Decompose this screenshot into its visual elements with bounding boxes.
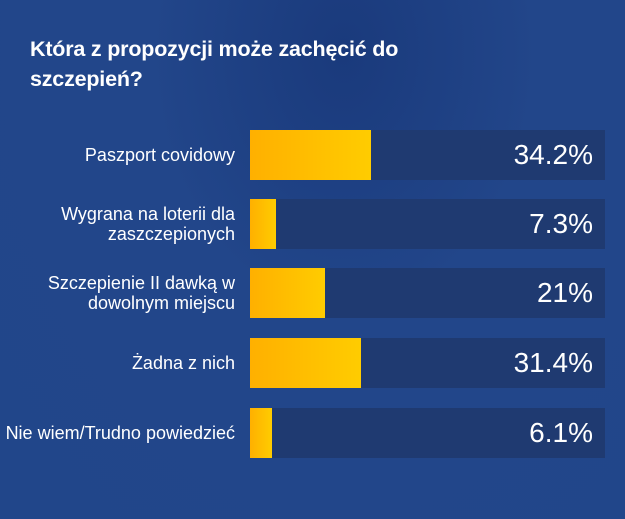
bar bbox=[250, 268, 325, 318]
value-label: 34.2% bbox=[513, 139, 593, 170]
bar-track: 6.1% bbox=[250, 408, 605, 458]
bar bbox=[250, 408, 272, 458]
value-label: 21% bbox=[536, 277, 593, 308]
bar-track: 34.2% bbox=[250, 130, 605, 180]
category-label: Paszport covidowy bbox=[84, 145, 235, 165]
bar-track: 21% bbox=[250, 268, 605, 318]
bar-row: Paszport covidowy 34.2% bbox=[0, 130, 625, 180]
bar-track: 7.3% bbox=[250, 199, 605, 249]
category-label: Szczepienie II dawką w dowolnym miejscu bbox=[47, 273, 235, 313]
bar bbox=[250, 338, 362, 388]
bar bbox=[250, 199, 276, 249]
value-label: 7.3% bbox=[529, 208, 593, 239]
category-label: Żadna z nich bbox=[131, 353, 235, 373]
bar-row: Nie wiem/Trudno powiedzieć 6.1% bbox=[0, 408, 625, 458]
bar bbox=[250, 130, 372, 180]
bar-row: Wygrana na loterii dla zaszczepionych 7.… bbox=[0, 199, 625, 249]
bar-row: Żadna z nich 31.4% bbox=[0, 338, 625, 388]
category-label: Wygrana na loterii dla zaszczepionych bbox=[61, 204, 235, 244]
value-label: 31.4% bbox=[513, 347, 593, 378]
bar-track: 31.4% bbox=[250, 338, 605, 388]
value-label: 6.1% bbox=[529, 417, 593, 448]
category-label: Nie wiem/Trudno powiedzieć bbox=[5, 423, 235, 443]
bar-row: Szczepienie II dawką w dowolnym miejscu … bbox=[0, 268, 625, 318]
chart-title: Która z propozycji może zachęcić do szcz… bbox=[30, 37, 399, 91]
